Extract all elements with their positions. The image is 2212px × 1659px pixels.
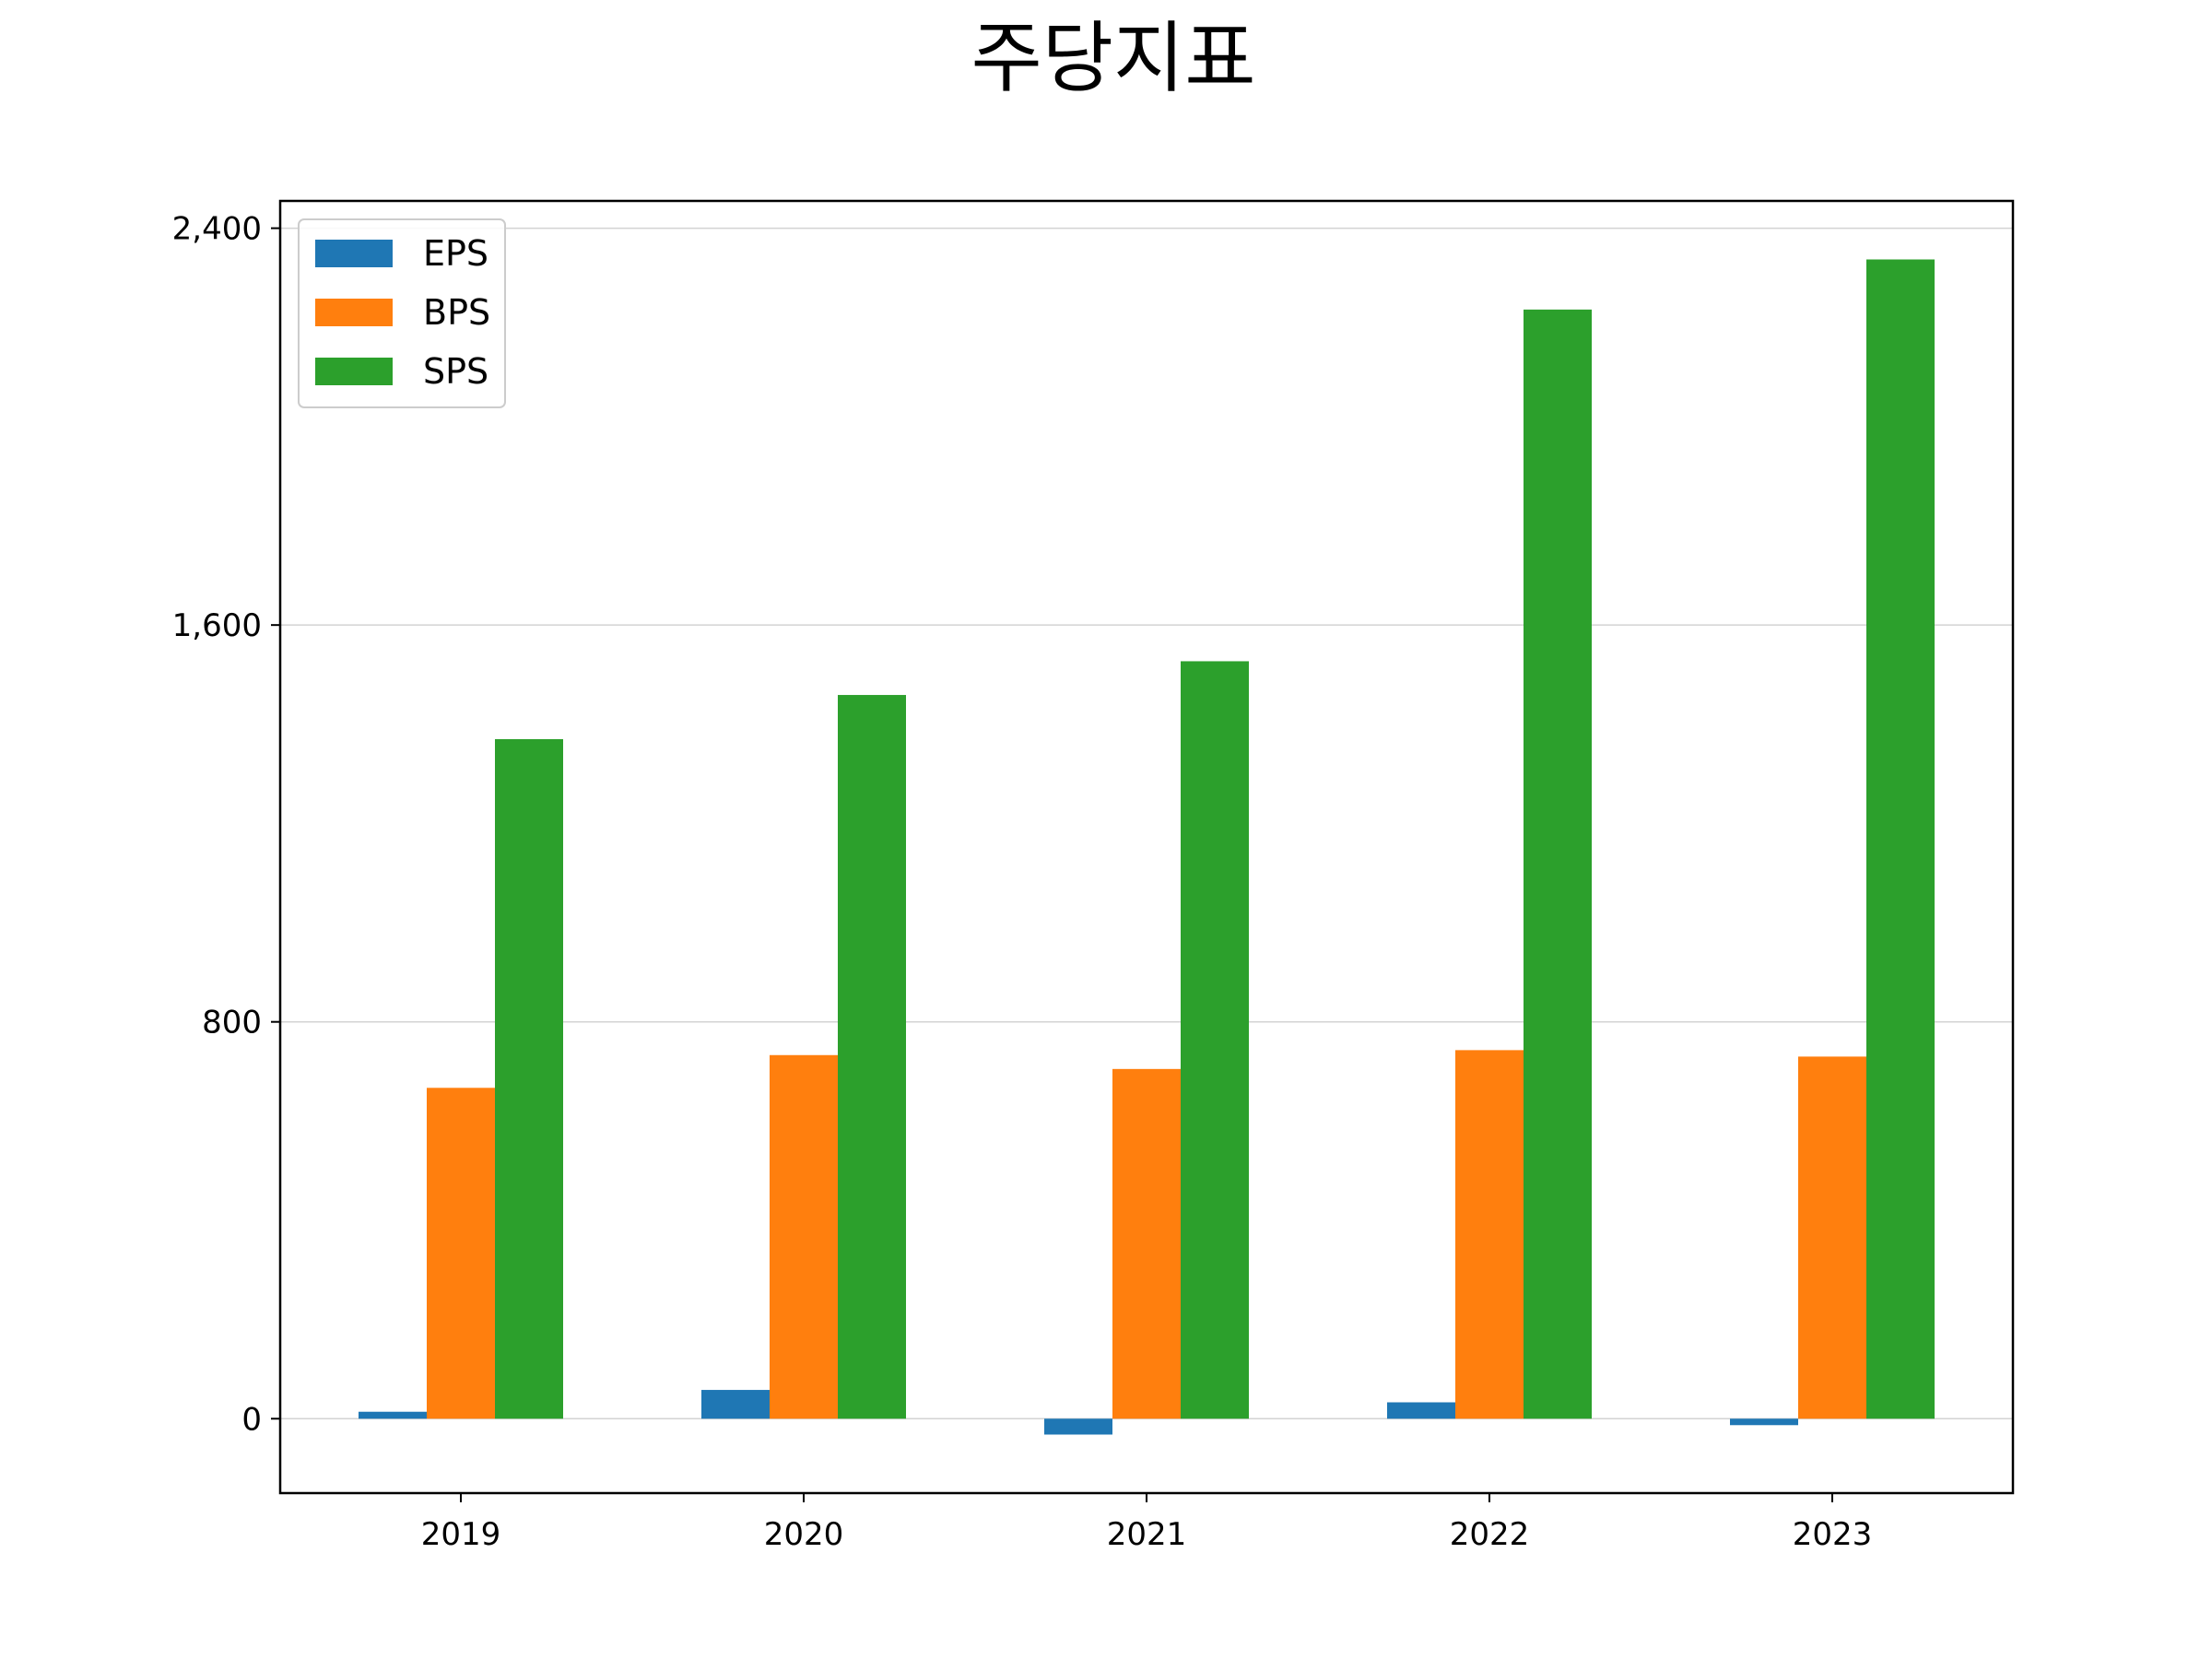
bar-bps-2022 — [1455, 1050, 1524, 1419]
bar-bps-2020 — [770, 1054, 838, 1419]
bar-bps-2021 — [1112, 1068, 1181, 1419]
legend: EPS BPS SPS — [298, 218, 506, 408]
bar-sps-2020 — [838, 695, 906, 1419]
bar-bps-2019 — [427, 1088, 495, 1419]
y-tick-label: 2,400 — [172, 211, 262, 248]
legend-swatch-eps — [315, 240, 393, 267]
bar-sps-2021 — [1181, 661, 1249, 1419]
x-axis: 2019 2020 2021 2022 2023 — [421, 1493, 1873, 1553]
bar-eps-2019 — [359, 1411, 427, 1419]
x-tick-label: 2019 — [421, 1516, 501, 1553]
bars — [359, 259, 1935, 1435]
bar-eps-2020 — [701, 1390, 770, 1419]
bar-eps-2022 — [1387, 1402, 1455, 1419]
bar-eps-2023 — [1730, 1418, 1798, 1426]
bar-bps-2023 — [1798, 1056, 1866, 1419]
legend-swatch-sps — [315, 358, 393, 385]
y-tick-label: 0 — [241, 1401, 262, 1438]
bar-eps-2021 — [1044, 1418, 1112, 1435]
y-axis: 0 800 1,600 2,400 — [172, 211, 280, 1438]
x-tick-label: 2021 — [1107, 1516, 1187, 1553]
x-tick-label: 2022 — [1450, 1516, 1530, 1553]
legend-swatch-bps — [315, 299, 393, 326]
legend-label-eps: EPS — [423, 233, 488, 274]
bar-sps-2023 — [1866, 259, 1935, 1419]
y-tick-label: 1,600 — [172, 607, 262, 644]
bar-sps-2022 — [1524, 309, 1592, 1419]
chart-title: 주당지표 — [971, 13, 1255, 103]
x-tick-label: 2020 — [764, 1516, 844, 1553]
legend-label-sps: SPS — [423, 351, 488, 392]
y-tick-label: 800 — [202, 1005, 262, 1041]
legend-label-bps: BPS — [423, 292, 490, 333]
bar-sps-2019 — [495, 738, 563, 1419]
x-tick-label: 2023 — [1793, 1516, 1873, 1553]
